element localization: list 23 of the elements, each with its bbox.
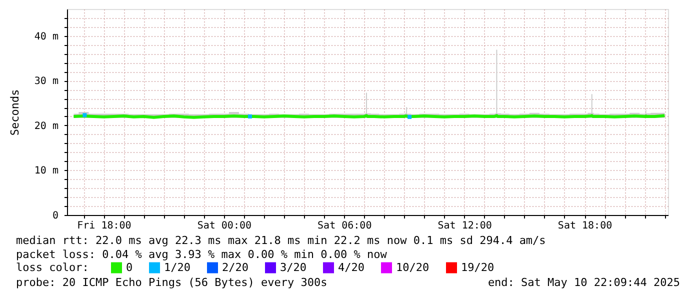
text: median rtt: 22.0 ms avg 22.3 ms max 21.8 ms min 22.2 ms now 0.1 ms sd 294.4 am/s <box>16 234 546 247</box>
legend-label: 0 <box>126 260 133 274</box>
text: probe: 20 ICMP Echo Pings (56 Bytes) every 300s <box>16 276 328 289</box>
y-tick-label: 40 m <box>34 31 58 42</box>
text: end: Sat May 10 22:09:44 2025 <box>488 276 680 289</box>
y-tick-label: 30 m <box>34 76 58 88</box>
y-tick-label: 0 <box>52 210 58 222</box>
x-tick-label: Sat 00:00 <box>197 220 252 232</box>
text: packet loss: 0.04 % avg 3.93 % max 0.00 % min 0.00 % now <box>16 248 388 261</box>
legend-label: 19/20 <box>461 260 494 274</box>
legend-label: 10/20 <box>396 260 430 274</box>
legend-label: 1/20 <box>164 260 190 274</box>
legend-label: 4/20 <box>338 260 364 274</box>
x-tick-label: Sat 06:00 <box>318 220 372 232</box>
x-tick-label: Sat 18:00 <box>558 220 612 232</box>
legend-label: 3/20 <box>280 260 306 274</box>
legend-label: 2/20 <box>222 260 248 274</box>
y-tick-label: 20 m <box>34 120 58 132</box>
y-tick-label: 10 m <box>34 166 58 177</box>
legend-title: loss color: <box>16 261 89 274</box>
x-tick-label: Sat 12:00 <box>438 220 492 232</box>
x-tick-label: Fri 18:00 <box>77 220 132 232</box>
y-axis-title: Seconds <box>8 89 22 136</box>
